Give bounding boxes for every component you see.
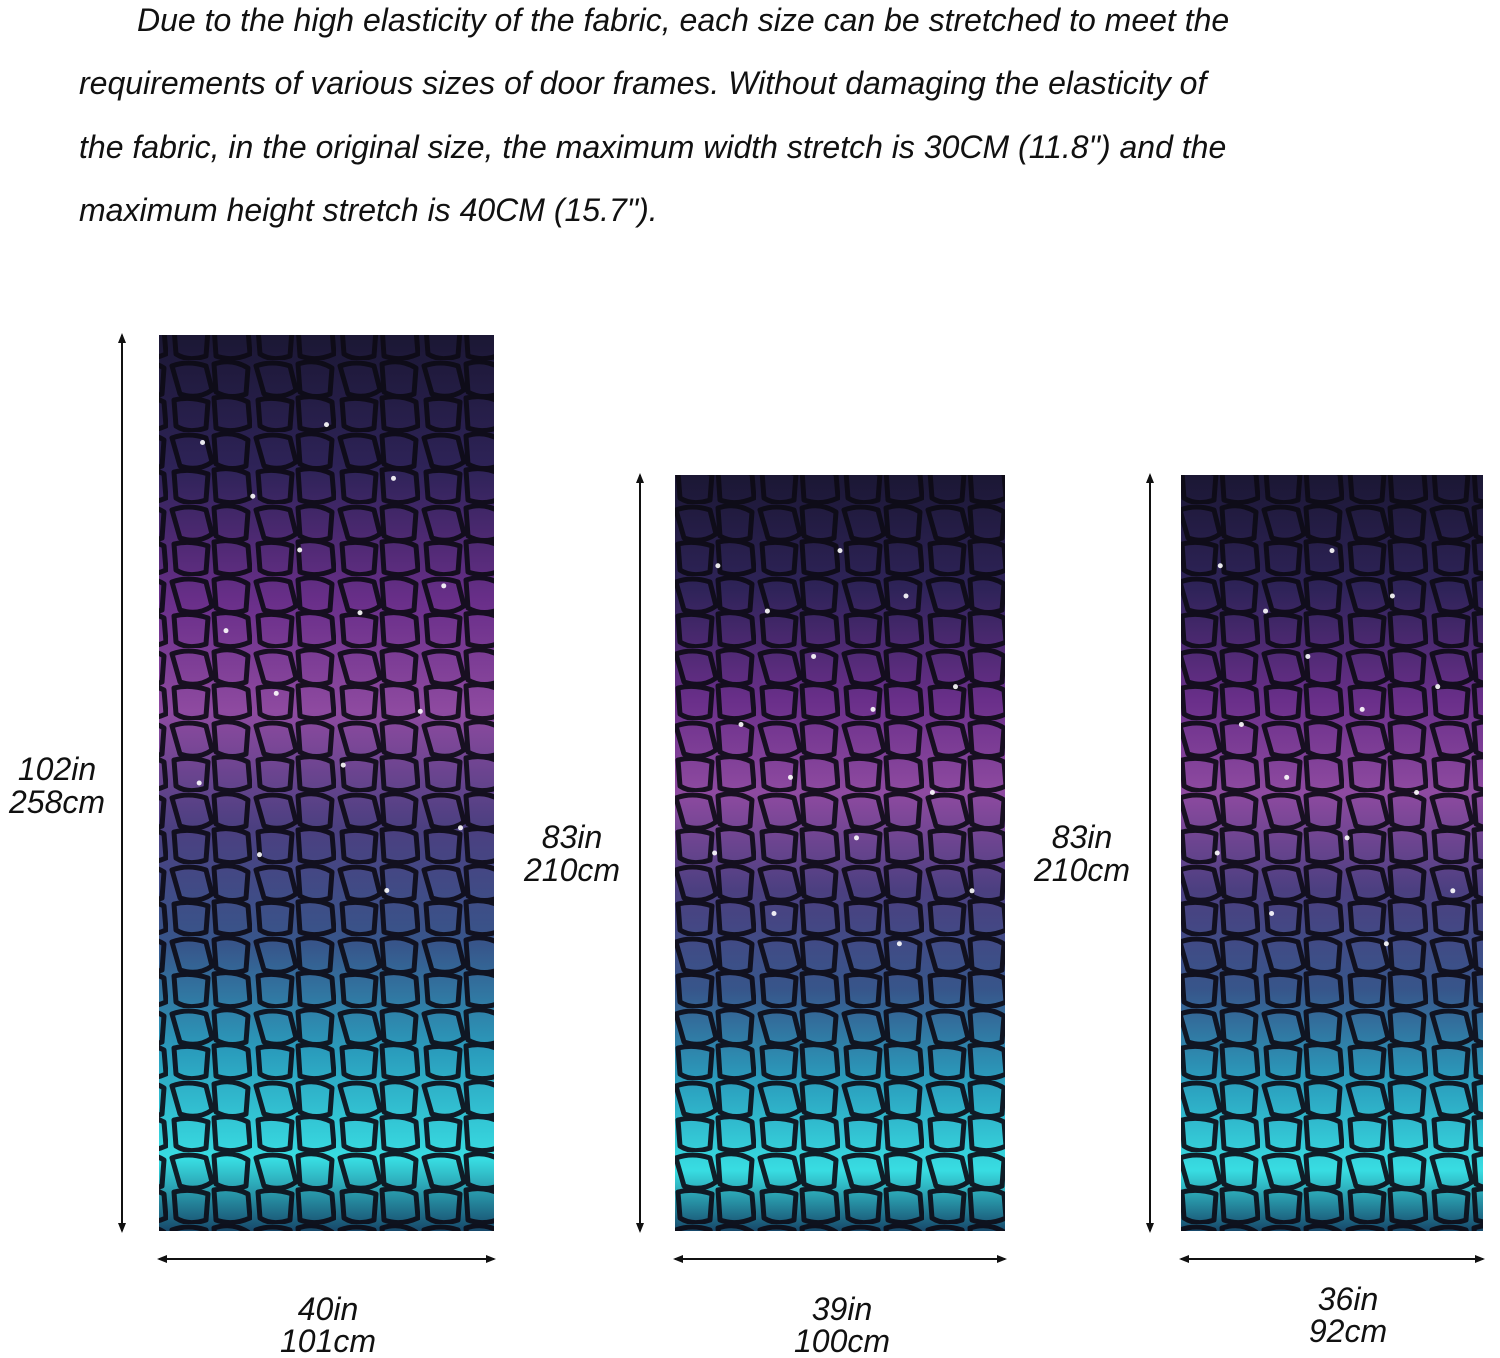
star	[854, 835, 859, 841]
star	[1414, 790, 1420, 796]
star	[250, 493, 256, 499]
height-in: 83in	[542, 819, 603, 855]
star	[223, 628, 229, 634]
star	[297, 547, 303, 553]
star	[1344, 835, 1350, 841]
star	[896, 941, 902, 947]
star	[1214, 850, 1220, 856]
star	[712, 850, 718, 856]
star	[1383, 941, 1389, 947]
width-in: 36in	[1318, 1281, 1379, 1317]
star	[1435, 684, 1441, 690]
star	[1217, 563, 1223, 569]
width-cm: 92cm	[1309, 1313, 1387, 1349]
star	[903, 593, 909, 599]
star	[738, 721, 744, 727]
panel-pattern	[1181, 475, 1483, 1231]
height-cm: 258cm	[8, 784, 105, 820]
star	[1238, 721, 1244, 727]
star	[788, 774, 793, 780]
star	[1263, 608, 1269, 614]
star	[273, 690, 279, 696]
height-cm: 210cm	[523, 852, 620, 888]
star	[1284, 774, 1290, 780]
panel-pattern	[159, 335, 494, 1231]
star	[771, 910, 777, 916]
star	[357, 610, 363, 616]
star	[929, 790, 935, 796]
star	[1450, 888, 1456, 894]
star	[257, 852, 262, 858]
description: Due to the high elasticity of the fabric…	[79, 2, 1229, 228]
height-cm: 210cm	[1033, 852, 1130, 888]
height-in: 83in	[1052, 819, 1113, 855]
description-line: Due to the high elasticity of the fabric…	[137, 2, 1229, 38]
width-cm: 100cm	[794, 1323, 890, 1358]
star	[1269, 910, 1275, 916]
star	[200, 440, 206, 446]
star	[715, 563, 721, 569]
star	[384, 888, 390, 894]
star	[458, 825, 463, 831]
star	[1329, 548, 1335, 554]
width-cm: 101cm	[280, 1323, 376, 1358]
star	[1305, 653, 1311, 659]
star	[837, 548, 843, 554]
star	[870, 706, 876, 712]
description-line: maximum height stretch is 40CM (15.7").	[79, 192, 658, 228]
star	[324, 422, 329, 428]
star	[1359, 706, 1365, 712]
width-in: 40in	[298, 1291, 359, 1327]
star	[811, 653, 817, 659]
star	[196, 780, 202, 786]
description-line: the fabric, in the original size, the ma…	[79, 129, 1226, 165]
description-line: requirements of various sizes of door fr…	[79, 65, 1209, 101]
height-in: 102in	[18, 751, 96, 787]
star	[417, 708, 423, 714]
star	[764, 608, 770, 614]
star	[969, 888, 975, 894]
star	[1389, 593, 1395, 599]
panels: 102in258cm40in101cm83in210cm39in100cm83i…	[8, 333, 1485, 1358]
star	[441, 583, 447, 589]
star	[953, 684, 958, 690]
star	[391, 475, 396, 481]
width-in: 39in	[812, 1291, 873, 1327]
panel-pattern	[675, 475, 1005, 1231]
star	[340, 762, 346, 768]
